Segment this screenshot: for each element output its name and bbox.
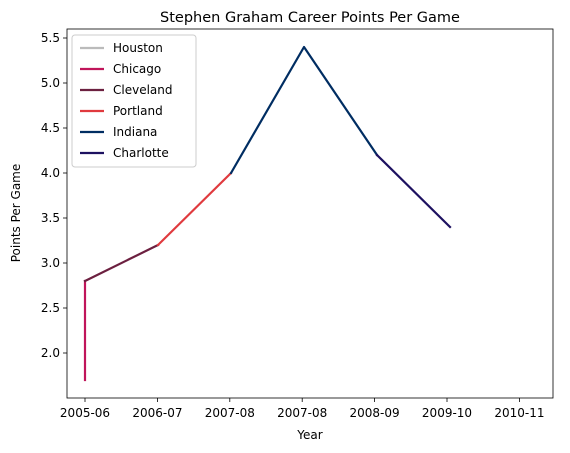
legend-label-charlotte: Charlotte — [113, 146, 169, 160]
x-tick-label: 2007-08 — [277, 406, 327, 420]
y-tick-label: 5.0 — [41, 76, 60, 90]
y-tick-label: 3.0 — [41, 256, 60, 270]
series-line-indiana — [231, 47, 377, 173]
y-tick-label: 5.5 — [41, 31, 60, 45]
chart-title: Stephen Graham Career Points Per Game — [160, 10, 460, 26]
legend-label-chicago: Chicago — [113, 62, 161, 76]
x-tick-label: 2007-08 — [205, 406, 255, 420]
legend-label-portland: Portland — [113, 104, 163, 118]
y-axis: 2.0 2.5 3.0 3.5 4.0 4.5 5.0 5.5 — [41, 31, 67, 360]
legend-label-cleveland: Cleveland — [113, 83, 173, 97]
series-line-charlotte — [377, 155, 450, 227]
series-line-cleveland — [85, 245, 158, 281]
x-tick-label: 2008-09 — [350, 406, 400, 420]
legend-label-houston: Houston — [113, 41, 163, 55]
y-tick-label: 4.5 — [41, 121, 60, 135]
series-line-portland — [158, 173, 231, 245]
x-tick-label: 2009-10 — [422, 406, 472, 420]
y-tick-label: 4.0 — [41, 166, 60, 180]
x-tick-label: 2005-06 — [60, 406, 110, 420]
x-tick-label: 2010-11 — [494, 406, 544, 420]
x-tick-label: 2006-07 — [132, 406, 182, 420]
legend: Houston Chicago Cleveland Portland Indiana Ch… — [72, 35, 196, 167]
x-axis: 2005-06 2006-07 2007-08 2007-08 2008-09 2009-… — [60, 398, 545, 420]
y-tick-label: 2.0 — [41, 346, 60, 360]
legend-label-indiana: Indiana — [113, 125, 157, 139]
y-tick-label: 3.5 — [41, 211, 60, 225]
y-axis-label: Points Per Game — [9, 164, 23, 263]
x-axis-label: Year — [296, 428, 322, 442]
y-tick-label: 2.5 — [41, 301, 60, 315]
